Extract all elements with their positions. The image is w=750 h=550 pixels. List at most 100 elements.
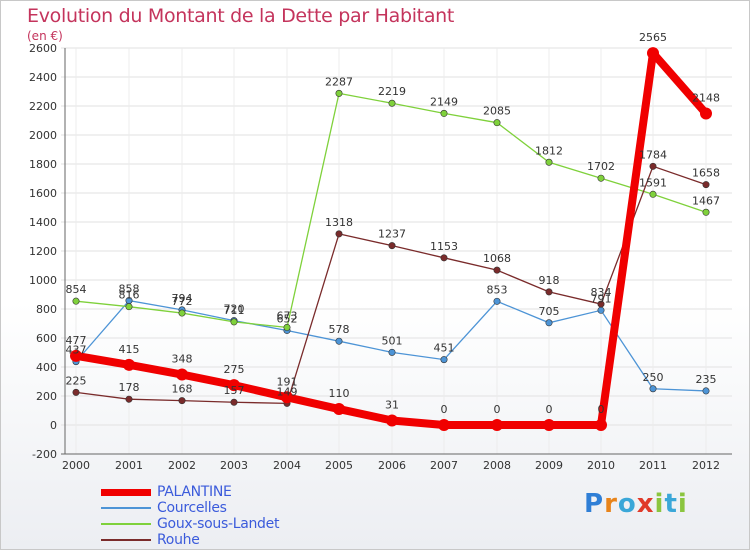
series-line-goux-sous-landet <box>75 92 707 329</box>
data-label-goux-sous-landet: 854 <box>66 283 87 296</box>
data-label-courcelles: 791 <box>591 292 612 305</box>
x-tick-label: 2005 <box>325 459 353 472</box>
data-label-courcelles: 858 <box>119 283 140 296</box>
data-label-courcelles: 437 <box>66 344 87 357</box>
data-point-rouhe <box>388 242 396 250</box>
data-point-goux-sous-landet <box>545 158 553 166</box>
axis-layer: -200020040060080010001200140016001800200… <box>29 42 732 472</box>
chart-subtitle: (en €) <box>27 29 63 43</box>
data-point-goux-sous-landet <box>493 119 501 127</box>
legend-label-rouhe: Rouhe <box>157 532 200 548</box>
data-label-palantine: 415 <box>119 343 140 356</box>
data-label-goux-sous-landet: 2219 <box>378 85 406 98</box>
data-label-rouhe: 157 <box>224 384 245 397</box>
data-label-palantine: 2148 <box>692 92 720 105</box>
data-label-palantine: 2565 <box>639 31 667 44</box>
data-point-rouhe <box>178 397 186 405</box>
data-point-goux-sous-landet <box>72 297 80 305</box>
y-tick-label: 400 <box>36 361 57 374</box>
data-label-courcelles: 794 <box>172 292 193 305</box>
data-point-palantine <box>595 419 607 431</box>
data-label-rouhe: 918 <box>539 274 560 287</box>
data-point-palantine <box>123 358 135 371</box>
y-tick-label: 600 <box>36 332 57 345</box>
data-label-goux-sous-landet: 673 <box>277 309 298 322</box>
grid-layer <box>61 47 732 455</box>
data-label-courcelles: 235 <box>696 373 717 386</box>
data-point-palantine <box>543 419 555 431</box>
y-tick-label: 2400 <box>29 71 57 84</box>
proxiti-logo: Proxiti <box>584 489 688 519</box>
label-layer: 437 858 794 720 652 578 501 451 853 705 791 250 235 8… <box>66 31 721 416</box>
legend-swatch-palantine <box>101 489 151 496</box>
y-tick-label: 200 <box>36 390 57 403</box>
data-point-courcelles <box>702 387 710 395</box>
x-tick-label: 2008 <box>483 459 511 472</box>
series-goux-sous-landet <box>72 89 710 331</box>
data-point-rouhe <box>72 388 80 396</box>
data-label-palantine: 110 <box>329 387 350 400</box>
data-point-palantine <box>647 47 659 60</box>
data-label-courcelles: 250 <box>643 371 664 384</box>
x-tick-label: 2001 <box>115 459 143 472</box>
x-tick-label: 2003 <box>220 459 248 472</box>
series-layer <box>70 47 712 431</box>
data-label-rouhe: 1658 <box>692 167 720 180</box>
data-point-goux-sous-landet <box>283 323 291 331</box>
data-point-palantine <box>333 403 345 416</box>
data-label-goux-sous-landet: 711 <box>224 304 245 317</box>
data-point-rouhe <box>335 230 343 238</box>
data-point-palantine <box>281 391 293 404</box>
data-label-rouhe: 1784 <box>639 148 667 161</box>
logo-letter: x <box>636 489 655 519</box>
data-point-courcelles <box>545 319 553 327</box>
legend-label-courcelles: Courcelles <box>157 500 227 516</box>
x-tick-label: 2009 <box>535 459 563 472</box>
data-label-palantine: 191 <box>277 375 298 388</box>
legend-label-goux-sous-landet: Goux-sous-Landet <box>157 516 280 532</box>
data-label-rouhe: 149 <box>277 385 298 398</box>
data-label-goux-sous-landet: 1467 <box>692 194 720 207</box>
y-tick-label: 2000 <box>29 129 57 142</box>
x-tick-label: 2006 <box>378 459 406 472</box>
series-palantine <box>70 47 712 431</box>
data-point-courcelles <box>335 337 343 345</box>
data-label-courcelles: 705 <box>539 305 560 318</box>
data-point-goux-sous-landet <box>230 318 238 326</box>
x-tick-label: 2000 <box>62 459 90 472</box>
data-label-palantine: 275 <box>224 363 245 376</box>
data-label-rouhe: 1318 <box>325 216 353 229</box>
data-point-goux-sous-landet <box>125 303 133 311</box>
y-tick-label: 2200 <box>29 100 57 113</box>
data-point-palantine <box>70 349 82 362</box>
data-point-courcelles <box>388 348 396 356</box>
data-label-courcelles: 578 <box>329 323 350 336</box>
data-label-rouhe: 1237 <box>378 228 406 241</box>
data-label-courcelles: 720 <box>224 303 245 316</box>
data-point-goux-sous-landet <box>388 99 396 107</box>
series-rouhe <box>72 162 710 407</box>
data-point-courcelles <box>493 297 501 305</box>
logo-letter: P <box>584 489 605 519</box>
data-label-courcelles: 853 <box>487 283 508 296</box>
y-tick-label: 1400 <box>29 216 57 229</box>
x-tick-label: 2011 <box>639 459 667 472</box>
logo-letter: i <box>654 489 665 519</box>
data-point-palantine <box>176 368 188 381</box>
data-point-goux-sous-landet <box>702 208 710 216</box>
data-point-palantine <box>438 419 450 431</box>
data-label-rouhe: 178 <box>119 381 140 394</box>
y-tick-label: 1000 <box>29 274 57 287</box>
x-tick-label: 2010 <box>587 459 615 472</box>
legend-swatch-courcelles <box>101 507 151 509</box>
data-point-goux-sous-landet <box>335 89 343 97</box>
data-point-goux-sous-landet <box>649 190 657 198</box>
data-label-palantine: 477 <box>66 334 87 347</box>
data-point-goux-sous-landet <box>597 174 605 182</box>
y-tick-label: 1200 <box>29 245 57 258</box>
x-tick-label: 2012 <box>692 459 720 472</box>
data-point-palantine <box>228 379 240 392</box>
data-point-rouhe <box>702 181 710 189</box>
data-label-goux-sous-landet: 2085 <box>483 105 511 118</box>
